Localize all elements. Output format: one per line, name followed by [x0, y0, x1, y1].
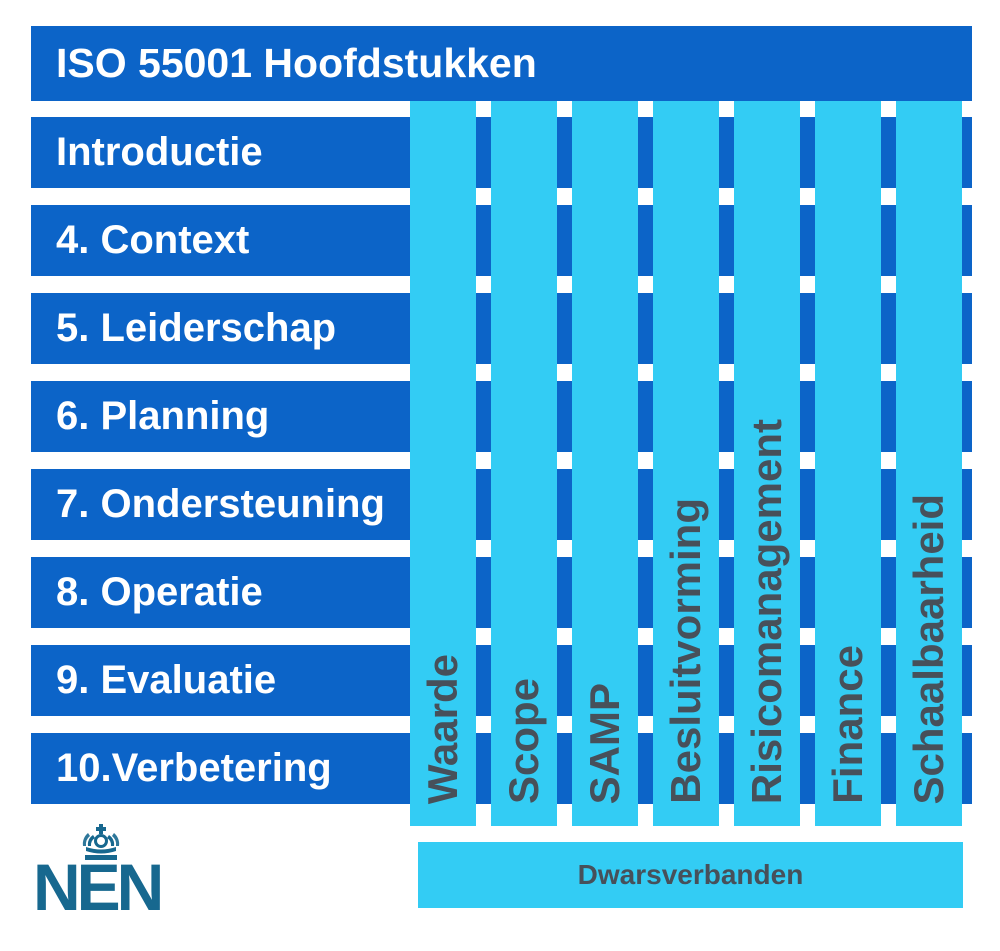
chapter-row-label: 8. Operatie: [56, 570, 263, 614]
crosslink-column-label: Finance: [824, 645, 871, 804]
crosslinks-footer-label: Dwarsverbanden: [577, 859, 804, 890]
crosslink-column: Schaalbaarheid: [896, 101, 962, 826]
chapter-row-label: Introductie: [56, 130, 263, 174]
crosslink-column: Risicomanagement: [734, 101, 800, 826]
chapter-row-label: 6. Planning: [56, 394, 270, 438]
crosslink-column-label: Besluitvorming: [662, 498, 709, 804]
page-title: ISO 55001 Hoofdstukken: [56, 40, 537, 86]
chapter-row-label: 7. Ondersteuning: [56, 482, 385, 526]
nen-logo: NEN: [33, 816, 193, 926]
crosslinks-footer-bar: Dwarsverbanden: [418, 842, 963, 908]
crosslink-column-label: Scope: [500, 677, 547, 804]
crosslink-column-label: Risicomanagement: [743, 418, 790, 804]
crosslink-column-label: Waarde: [419, 653, 466, 804]
chapter-row-label: 10.Verbetering: [56, 746, 332, 790]
crosslink-column: Finance: [815, 101, 881, 826]
crosslink-column: Waarde: [410, 101, 476, 826]
chapter-row-label: 9. Evaluatie: [56, 658, 277, 702]
nen-logo-text: NEN: [33, 850, 164, 924]
crosslink-column: Scope: [491, 101, 557, 826]
chapter-row-label: 5. Leiderschap: [56, 306, 337, 350]
crosslink-column-label: Schaalbaarheid: [905, 493, 952, 804]
crosslink-column-label: SAMP: [581, 682, 628, 804]
crosslink-column: Besluitvorming: [653, 101, 719, 826]
chapter-row-label: 4. Context: [56, 218, 250, 262]
title-bar: ISO 55001 Hoofdstukken: [31, 26, 972, 101]
crosslink-column: SAMP: [572, 101, 638, 826]
nen-crown-icon: [82, 824, 120, 860]
